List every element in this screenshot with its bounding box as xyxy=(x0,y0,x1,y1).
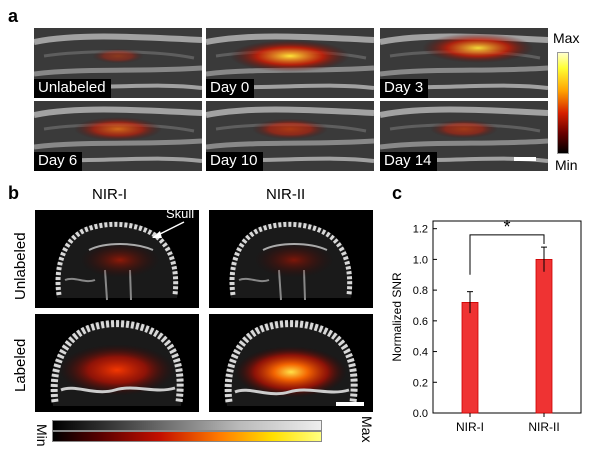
image-label: Day 3 xyxy=(380,79,429,98)
panel-a-scale-bar xyxy=(514,157,536,161)
panel-b-scale-bar xyxy=(336,402,364,406)
panel-a-colorbar-max-label: Max xyxy=(553,30,580,46)
panel-a-colorbar-min-label: Min xyxy=(555,157,578,173)
y-tick-label: 0.8 xyxy=(413,285,428,297)
panel-b-colorbar-bottom xyxy=(52,431,322,442)
brain-image-unlabeled-nir-ii xyxy=(209,210,373,308)
panel-a-colorbar xyxy=(557,52,569,154)
y-tick-label: 1.0 xyxy=(413,254,428,266)
y-tick-label: 0.2 xyxy=(413,377,428,389)
column-header-nir-i: NIR-I xyxy=(92,186,127,203)
row-header-labeled: Labeled xyxy=(12,338,29,392)
panel-b-colorbar-top xyxy=(52,420,322,431)
significance-bracket xyxy=(469,234,545,275)
image-label: Unlabeled xyxy=(34,79,111,98)
panel-b-colorbar-min-label: Min xyxy=(34,424,50,447)
y-tick-label: 0.0 xyxy=(413,408,428,420)
y-axis-label: Normalized SNR xyxy=(390,272,404,362)
ultrasound-image-day-10: Day 10 xyxy=(206,101,374,171)
panel-b-letter: b xyxy=(8,183,19,203)
image-label: Day 6 xyxy=(34,152,83,171)
brain-image-unlabeled-nir-i xyxy=(35,210,199,308)
panel-c-letter: c xyxy=(392,183,403,203)
ultrasound-image-day-14: Day 14 xyxy=(380,101,548,171)
row-header-unlabeled: Unlabeled xyxy=(12,232,29,300)
plot-frame xyxy=(432,220,582,414)
ultrasound-image-unlabeled: Unlabeled xyxy=(34,28,202,98)
ultrasound-image-day-3: Day 3 xyxy=(380,28,548,98)
brain-image-labeled-nir-ii xyxy=(209,314,373,412)
skull-annotation-label: Skull xyxy=(166,206,195,221)
panel-a-letter: a xyxy=(8,6,19,26)
significance-star: * xyxy=(503,217,510,237)
y-tick-label: 0.6 xyxy=(413,316,428,328)
panel-b-colorbar-max-label: Max xyxy=(359,416,375,443)
image-label: Day 0 xyxy=(206,79,255,98)
brain-image-labeled-nir-i xyxy=(35,314,199,412)
y-tick-label: 0.4 xyxy=(413,347,428,359)
column-header-nir-ii: NIR-II xyxy=(266,186,306,203)
ultrasound-image-day-0: Day 0 xyxy=(206,28,374,98)
bar-nir-i xyxy=(461,302,479,414)
image-label: Day 10 xyxy=(206,152,263,171)
ultrasound-image-day-6: Day 6 xyxy=(34,101,202,171)
normalized-snr-bar-chart: 0.0 0.2 0.4 0.6 0.8 1.0 1.2 NIR-I NIR-II * Normali… xyxy=(390,217,582,434)
image-label: Day 14 xyxy=(380,152,437,171)
y-tick-label: 1.2 xyxy=(413,224,428,236)
x-tick-label: NIR-II xyxy=(528,420,559,434)
bar-nir-ii xyxy=(535,259,553,414)
skull-arrow-icon xyxy=(152,221,185,238)
x-tick-label: NIR-I xyxy=(456,420,484,434)
